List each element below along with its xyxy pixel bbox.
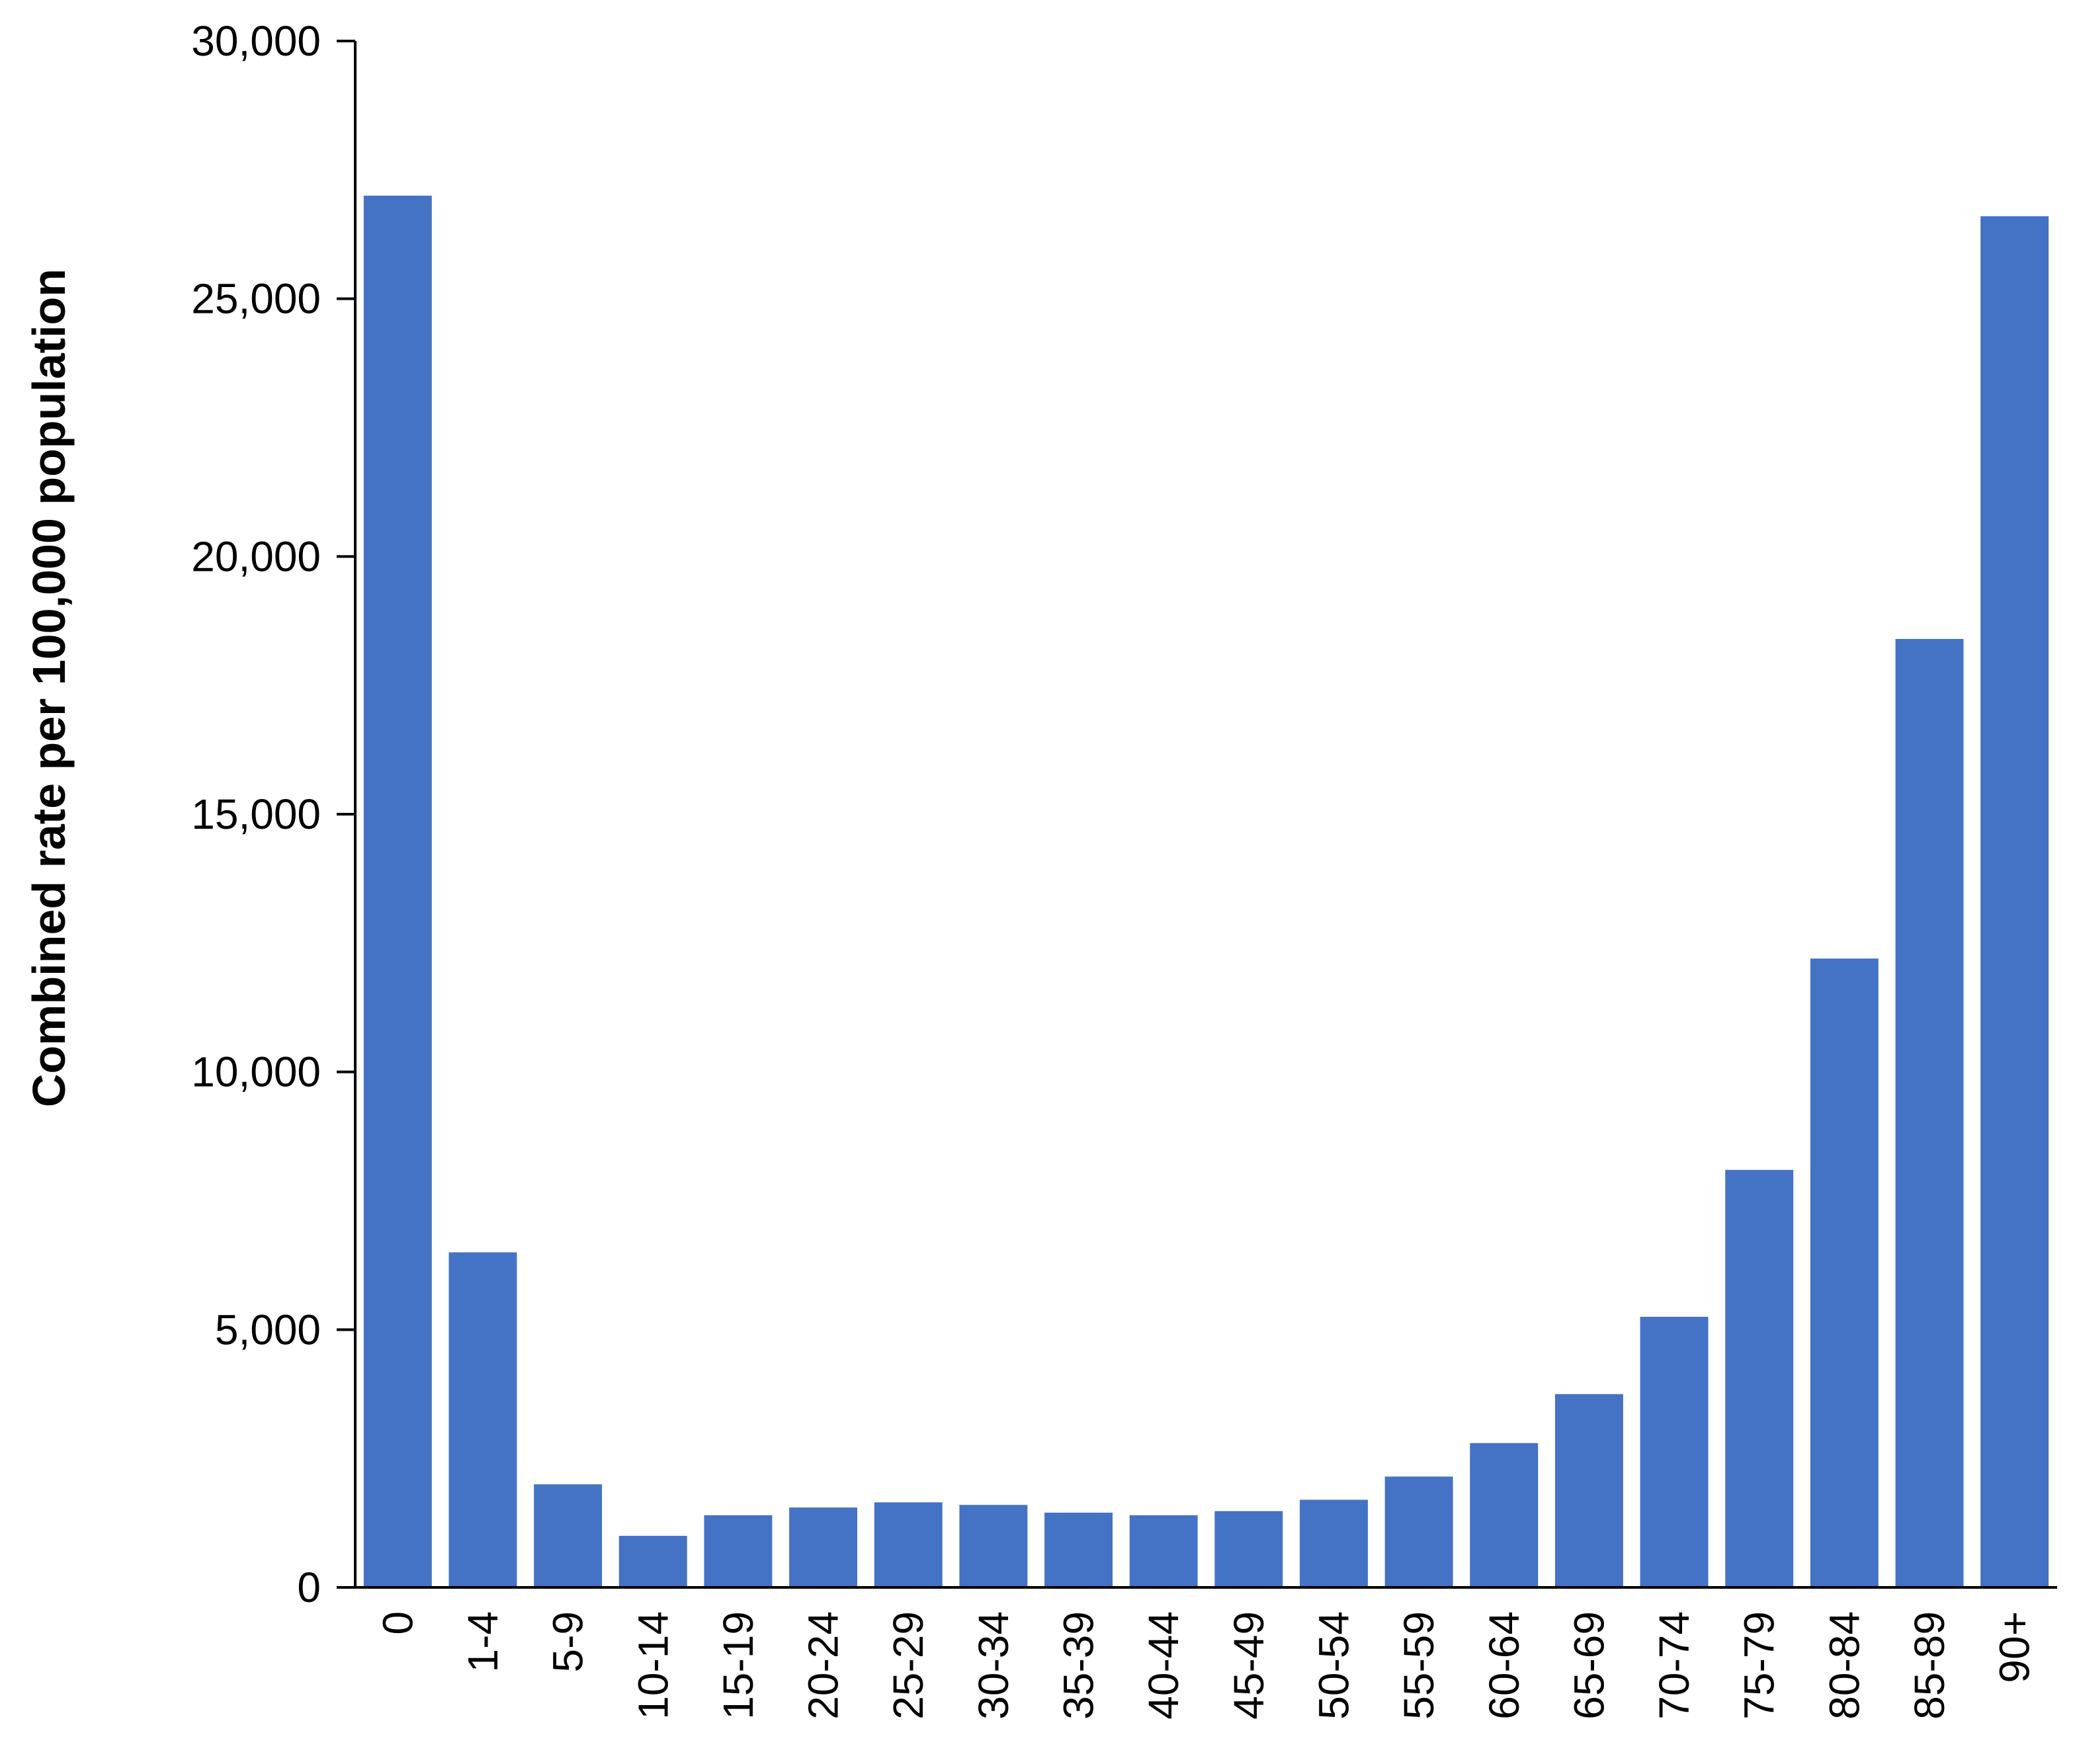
x-tick-label: 30-34 <box>970 1611 1017 1720</box>
y-tick-label: 5,000 <box>215 1306 321 1353</box>
x-axis-ticks: 0 1-4 5-9 10-14 15-19 20-24 25-29 30-34 35-39 40-… <box>374 1611 2038 1720</box>
x-tick-label: 50-54 <box>1310 1611 1357 1720</box>
bar <box>1470 1443 1539 1587</box>
bar <box>448 1252 517 1587</box>
x-tick-label: 0 <box>374 1611 421 1635</box>
bar <box>704 1515 773 1587</box>
axes <box>337 41 2057 1589</box>
bar <box>534 1484 603 1587</box>
x-tick-label: 15-19 <box>714 1611 762 1720</box>
bar <box>789 1507 858 1587</box>
bar <box>1214 1511 1283 1587</box>
x-tick-label: 1-4 <box>459 1611 507 1673</box>
x-tick-label: 60-64 <box>1480 1611 1528 1720</box>
y-tick-label: 15,000 <box>191 790 321 838</box>
x-tick-label: 65-69 <box>1565 1611 1613 1720</box>
y-axis-title: Combined rate per 100,000 population <box>23 269 75 1107</box>
bar <box>1554 1394 1623 1587</box>
bar <box>1044 1512 1113 1587</box>
bar <box>1384 1476 1453 1587</box>
bars <box>363 195 2049 1588</box>
x-tick-label: 55-59 <box>1395 1611 1443 1720</box>
x-tick-label: 40-44 <box>1140 1611 1187 1720</box>
bar <box>1810 958 1879 1587</box>
x-tick-label: 5-9 <box>544 1611 592 1673</box>
x-tick-label: 90+ <box>1991 1611 2039 1683</box>
x-tick-label: 80-84 <box>1820 1611 1868 1720</box>
x-tick-label: 20-24 <box>800 1611 847 1720</box>
y-axis-ticks: 0 5,000 10,000 15,000 20,000 25,000 30,000 <box>191 17 355 1611</box>
x-tick-label: 75-79 <box>1736 1611 1783 1720</box>
bar <box>1300 1499 1368 1587</box>
bar <box>1129 1515 1198 1587</box>
y-tick-label: 25,000 <box>191 275 321 323</box>
y-axis-title-group: Combined rate per 100,000 population <box>23 269 75 1107</box>
y-tick-label: 30,000 <box>191 17 321 65</box>
x-tick-label: 10-14 <box>629 1611 677 1720</box>
x-tick-label: 85-89 <box>1906 1611 1953 1720</box>
x-tick-label: 35-39 <box>1055 1611 1103 1720</box>
x-tick-label: 45-49 <box>1225 1611 1273 1720</box>
y-tick-label: 20,000 <box>191 532 321 580</box>
bar <box>1640 1316 1709 1587</box>
bar <box>1895 639 1964 1588</box>
x-tick-label: 70-74 <box>1650 1611 1698 1720</box>
bar <box>1980 216 2049 1587</box>
bar <box>618 1536 687 1587</box>
bar <box>874 1502 943 1587</box>
bar <box>363 195 432 1587</box>
x-tick-label: 25-29 <box>884 1611 932 1720</box>
bar <box>1725 1169 1794 1587</box>
y-tick-label: 10,000 <box>191 1048 321 1096</box>
bar <box>959 1505 1028 1587</box>
y-tick-label: 0 <box>297 1564 321 1611</box>
